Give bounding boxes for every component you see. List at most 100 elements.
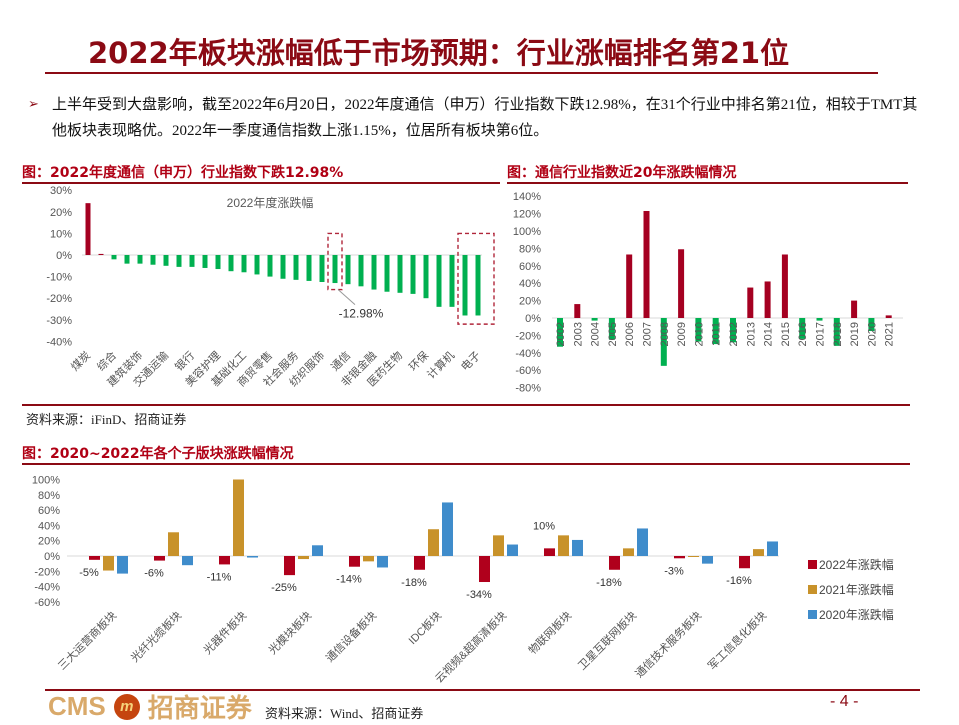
y-tick: 0% (44, 551, 60, 563)
x-label: 2021 (884, 322, 896, 346)
figure2-divider (507, 182, 908, 184)
bar (219, 556, 230, 565)
bar (89, 556, 100, 560)
data-label: 10% (533, 520, 555, 532)
x-label: 2013 (745, 322, 757, 346)
x-label: 2006 (624, 322, 636, 346)
bar (558, 535, 569, 556)
bar (442, 502, 453, 556)
bar (267, 255, 273, 277)
x-label: 通信设备板块 (323, 608, 380, 665)
legend-2021: 2021年涨跌幅 (808, 581, 894, 598)
legend-swatch-2022 (808, 560, 817, 569)
bar (150, 255, 156, 265)
x-label: 物联网板块 (525, 608, 574, 657)
x-label: 2009 (676, 322, 688, 346)
bar (712, 318, 719, 345)
bar (247, 556, 258, 558)
data-label: -18% (401, 577, 427, 589)
x-label: 云视频&超高清板块 (432, 608, 509, 685)
data-label: -18% (596, 577, 622, 589)
footer-divider (45, 689, 920, 691)
y-tick: -40% (46, 336, 72, 348)
y-tick: 140% (513, 191, 541, 203)
y-tick: 80% (519, 243, 541, 255)
bar (280, 255, 286, 279)
y-tick: 80% (38, 490, 60, 502)
bar (507, 544, 518, 556)
bar (868, 318, 875, 332)
bar (233, 479, 244, 556)
bar (688, 556, 699, 557)
y-tick: 100% (513, 226, 541, 238)
title-divider (45, 72, 878, 74)
legend-label-2021: 2021年涨跌幅 (819, 583, 894, 597)
bar (695, 318, 702, 342)
bar (349, 556, 360, 567)
bar (384, 255, 390, 292)
x-label: 电子 (458, 349, 483, 374)
data-label: -3% (664, 565, 684, 577)
x-label: 计算机 (424, 348, 457, 381)
x-label: 2012 (728, 322, 740, 346)
y-tick: 20% (519, 296, 541, 308)
bar (753, 549, 764, 556)
legend-label-2022: 2022年涨跌幅 (819, 558, 894, 572)
x-label: 2004 (590, 322, 602, 346)
y-tick: 20% (38, 536, 60, 548)
figure3-source: 资料来源：Wind、招商证券 (265, 706, 424, 721)
bar (371, 255, 377, 290)
bar (730, 318, 736, 343)
bar (833, 318, 840, 346)
logo-latin: CMS (48, 691, 106, 721)
x-label: IDC板块 (405, 608, 444, 647)
bar (660, 318, 667, 366)
chart3-legend: 2022年涨跌幅 2021年涨跌幅 2020年涨跌幅 (808, 556, 894, 623)
bar (111, 255, 117, 260)
x-label: 2003 (572, 322, 584, 346)
bar (436, 255, 442, 307)
bar (626, 254, 633, 318)
bar (124, 255, 130, 264)
x-label: 卫星互联网板块 (575, 608, 639, 672)
y-tick: 60% (519, 261, 541, 273)
bar (241, 255, 247, 273)
bar (137, 255, 143, 264)
bar (358, 255, 364, 287)
chart1-inner-title: 2022年度涨跌幅 (227, 195, 314, 210)
bar (678, 249, 685, 318)
data-label: -11% (207, 571, 232, 583)
bar (557, 318, 563, 347)
bar (739, 556, 750, 569)
y-tick: -10% (46, 272, 72, 284)
bar (851, 300, 858, 318)
bar (202, 255, 208, 268)
figure3-divider (22, 463, 910, 465)
bar (572, 539, 583, 556)
bar (423, 255, 429, 299)
summary-paragraph: 上半年受到大盘影响，截至2022年6月20日，2022年度通信（申万）行业指数下… (52, 97, 918, 139)
y-tick: 60% (38, 505, 60, 517)
figure3-title: 图：2020~2022年各个子版块涨跌幅情况 (22, 446, 294, 462)
bar (747, 287, 754, 318)
y-tick: -40% (515, 348, 541, 360)
x-label: 2015 (780, 322, 792, 346)
data-label: -16% (726, 575, 752, 587)
y-tick: 30% (50, 185, 72, 197)
bar (254, 255, 260, 275)
data-label: -25% (271, 582, 297, 594)
bar (475, 255, 481, 316)
bar (574, 304, 581, 318)
figure1-source: 资料来源：iFinD、招商证券 (26, 412, 187, 427)
bar (154, 556, 165, 561)
bar (319, 255, 325, 282)
bar (544, 548, 555, 556)
y-tick: 100% (32, 475, 60, 487)
y-tick: -80% (515, 383, 541, 395)
legend-swatch-2021 (808, 585, 817, 594)
y-tick: -20% (34, 566, 60, 578)
bar (228, 255, 234, 272)
y-tick: 40% (519, 278, 541, 290)
page-title: 2022年板块涨幅低于市场预期：行业涨幅排名第21位 (88, 36, 790, 70)
y-tick: -60% (515, 365, 541, 377)
